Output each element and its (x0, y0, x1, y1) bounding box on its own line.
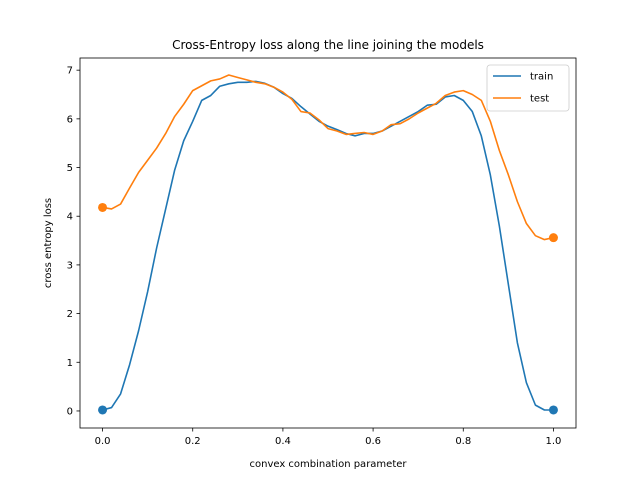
series-marker-test-1 (548, 233, 558, 243)
y-tick-label-7: 7 (67, 66, 73, 77)
y-axis-label: cross entropy loss (43, 198, 54, 288)
y-tick-label-4: 4 (67, 212, 73, 223)
series-marker-train-1 (548, 405, 558, 415)
legend-label-train: train (530, 72, 553, 83)
legend-entries: train test (493, 72, 553, 105)
y-tick-label-2: 2 (67, 309, 73, 320)
plot-area (98, 74, 558, 415)
x-tick-label-5: 1.0 (546, 436, 562, 447)
axes-frame (79, 57, 577, 429)
legend-frame (486, 64, 570, 112)
y-tick-label-3: 3 (67, 260, 73, 271)
x-tick-label-4: 0.8 (455, 436, 471, 447)
x-tick-label-0: 0.0 (95, 436, 111, 447)
y-tick-label-5: 5 (67, 163, 73, 174)
series-line-test (101, 74, 555, 241)
y-tick-label-0: 0 (67, 406, 73, 417)
series-marker-train-0 (98, 405, 108, 415)
chart-title: Cross-Entropy loss along the line joinin… (172, 38, 484, 52)
series-marker-test-0 (98, 202, 108, 212)
x-tick-label-1: 0.2 (185, 436, 201, 447)
legend-label-test: test (530, 94, 549, 105)
x-axis: 0.0 0.2 0.4 0.6 0.8 1.0 (95, 428, 562, 447)
x-tick-label-3: 0.6 (365, 436, 381, 447)
y-axis: 0 1 2 3 4 5 6 7 (67, 66, 80, 417)
legend: train test (486, 64, 570, 112)
series-line-train (101, 80, 555, 411)
y-tick-label-1: 1 (67, 358, 73, 369)
y-tick-label-6: 6 (67, 114, 73, 125)
x-tick-label-2: 0.4 (275, 436, 291, 447)
x-axis-label: convex combination parameter (249, 459, 407, 470)
